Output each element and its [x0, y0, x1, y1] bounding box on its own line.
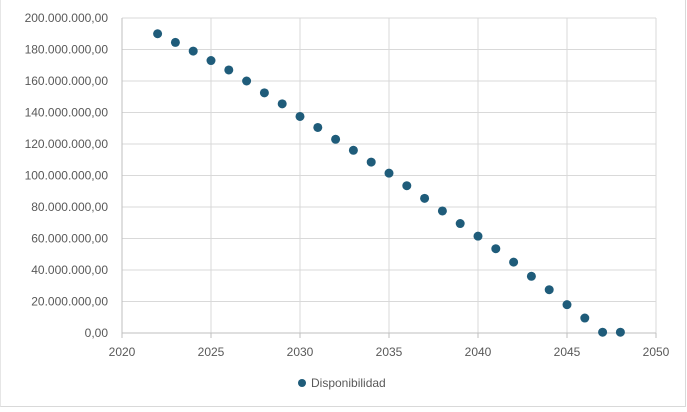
- data-point: [366, 157, 376, 167]
- data-point: [402, 181, 412, 191]
- axes: [121, 18, 657, 338]
- y-tick-label: 0,00: [85, 326, 109, 340]
- data-point: [331, 134, 341, 144]
- y-tick-label: 40.000.000,00: [31, 263, 108, 277]
- data-point: [615, 327, 625, 337]
- data-point: [598, 327, 608, 337]
- y-tick-label: 200.000.000,00: [25, 11, 109, 25]
- y-tick-label: 80.000.000,00: [31, 200, 108, 214]
- y-tick-label: 120.000.000,00: [25, 137, 109, 151]
- data-point: [455, 219, 465, 229]
- y-tick-label: 180.000.000,00: [25, 43, 109, 57]
- x-tick-label: 2020: [109, 345, 136, 359]
- data-point: [295, 111, 305, 121]
- legend: Disponibilidad: [298, 376, 386, 390]
- y-axis-tick-labels: 0,00 20.000.000,00 40.000.000,00 60.000.000…: [25, 11, 109, 340]
- data-point: [242, 76, 252, 86]
- data-point: [384, 168, 394, 178]
- x-tick-label: 2025: [198, 345, 225, 359]
- data-point: [259, 88, 269, 98]
- y-tick-label: 100.000.000,00: [25, 169, 109, 183]
- data-point: [153, 29, 163, 39]
- x-tick-label: 2050: [643, 345, 670, 359]
- x-tick-label: 2030: [287, 345, 314, 359]
- data-point: [420, 193, 430, 203]
- data-point: [277, 99, 287, 109]
- y-tick-label: 160.000.000,00: [25, 74, 109, 88]
- data-point: [437, 206, 447, 216]
- data-point: [170, 37, 180, 47]
- x-tick-label: 2045: [554, 345, 581, 359]
- legend-label: Disponibilidad: [311, 376, 386, 390]
- data-point: [580, 313, 590, 323]
- y-tick-label: 60.000.000,00: [31, 232, 108, 246]
- legend-marker: [298, 379, 306, 387]
- x-axis-tick-labels: 2020 2025 2030 2035 2040 2045 2050: [109, 345, 670, 359]
- data-points: [153, 29, 625, 337]
- data-point: [509, 257, 519, 267]
- data-point: [544, 285, 554, 295]
- y-tick-label: 20.000.000,00: [31, 295, 108, 309]
- data-point: [188, 46, 198, 56]
- x-tick-label: 2040: [465, 345, 492, 359]
- data-point: [224, 65, 234, 75]
- data-point: [491, 244, 501, 254]
- data-point: [526, 271, 536, 281]
- data-point: [313, 122, 323, 132]
- data-point: [562, 300, 572, 310]
- x-tick-label: 2035: [376, 345, 403, 359]
- data-point: [206, 56, 216, 66]
- data-point: [473, 231, 483, 241]
- y-tick-label: 140.000.000,00: [25, 106, 109, 120]
- data-point: [348, 145, 358, 155]
